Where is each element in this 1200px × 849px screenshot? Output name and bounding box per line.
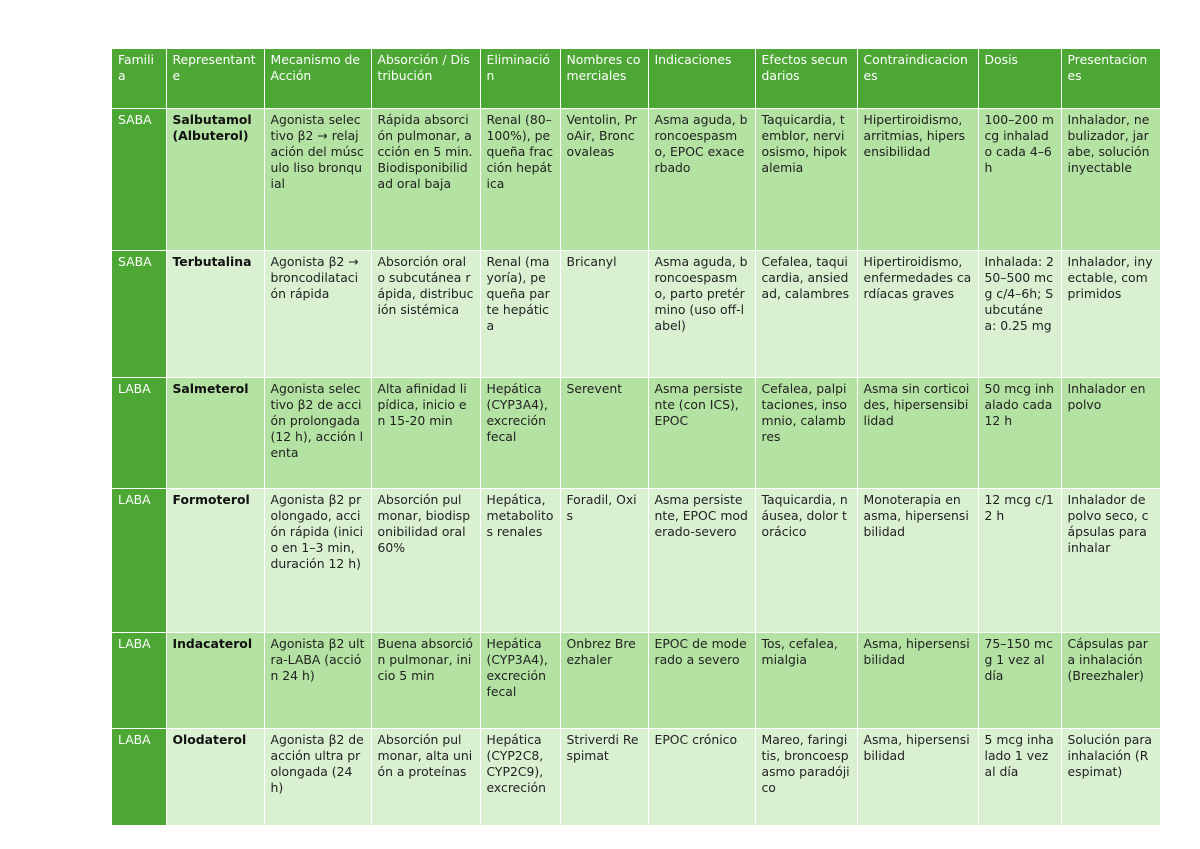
cell-eliminacion: Hepática (CYP3A4), excreción fecal <box>480 377 561 489</box>
cell-mecanismo: Agonista selectivo β2 → relajación del m… <box>264 108 372 251</box>
cell-absorcion: Alta afinidad lipídica, inicio en 15-20 … <box>371 377 481 489</box>
table-row: LABA Salmeterol Agonista selectivo β2 de… <box>112 377 1161 489</box>
cell-contraindicaciones: Asma sin corticoides, hipersensibilidad <box>857 377 979 489</box>
cell-mecanismo: Agonista β2 → broncodilatación rápida <box>264 250 372 378</box>
cell-efectos: Taquicardia, temblor, nerviosismo, hipok… <box>755 108 858 251</box>
cell-indicaciones: Asma persistente, EPOC moderado-severo <box>648 488 756 633</box>
cell-nombres: Onbrez Breezhaler <box>560 632 649 729</box>
header-familia: Familia <box>112 49 167 109</box>
cell-representante: Indacaterol <box>166 632 265 729</box>
beta2-agonists-table: Familia Representante Mecanismo de Acció… <box>112 49 1161 826</box>
cell-indicaciones: EPOC crónico <box>648 728 756 826</box>
cell-eliminacion: Hepática, metabolitos renales <box>480 488 561 633</box>
header-nombres: Nombres comerciales <box>560 49 649 109</box>
cell-familia: SABA <box>112 250 167 378</box>
cell-efectos: Taquicardia, náusea, dolor torácico <box>755 488 858 633</box>
cell-dosis: 75–150 mcg 1 vez al día <box>978 632 1062 729</box>
header-row: Familia Representante Mecanismo de Acció… <box>112 49 1161 109</box>
header-absorcion: Absorción / Distribución <box>371 49 481 109</box>
table-row: LABA Olodaterol Agonista β2 de acción ul… <box>112 728 1161 826</box>
cell-mecanismo: Agonista β2 prolongado, acción rápida (i… <box>264 488 372 633</box>
cell-familia: LABA <box>112 728 167 826</box>
cell-eliminacion: Hepática (CYP3A4), excreción fecal <box>480 632 561 729</box>
cell-nombres: Serevent <box>560 377 649 489</box>
cell-representante: Olodaterol <box>166 728 265 826</box>
table-row: LABA Indacaterol Agonista β2 ultra-LABA … <box>112 632 1161 729</box>
cell-dosis: 50 mcg inhalado cada 12 h <box>978 377 1062 489</box>
cell-mecanismo: Agonista β2 ultra-LABA (acción 24 h) <box>264 632 372 729</box>
table-row: LABA Formoterol Agonista β2 prolongado, … <box>112 488 1161 633</box>
cell-presentaciones: Inhalador, nebulizador, jarabe, solución… <box>1061 108 1161 251</box>
cell-contraindicaciones: Asma, hipersensibilidad <box>857 728 979 826</box>
cell-contraindicaciones: Hipertiroidismo, arritmias, hipersensibi… <box>857 108 979 251</box>
cell-absorcion: Buena absorción pulmonar, inicio 5 min <box>371 632 481 729</box>
cell-efectos: Cefalea, palpitaciones, insomnio, calamb… <box>755 377 858 489</box>
header-mecanismo: Mecanismo de Acción <box>264 49 372 109</box>
cell-contraindicaciones: Hipertiroidismo, enfermedades cardíacas … <box>857 250 979 378</box>
cell-presentaciones: Inhalador, inyectable, comprimidos <box>1061 250 1161 378</box>
table-row: SABA Salbutamol (Albuterol) Agonista sel… <box>112 108 1161 251</box>
header-presentaciones: Presentaciones <box>1061 49 1161 109</box>
cell-familia: LABA <box>112 377 167 489</box>
cell-mecanismo: Agonista β2 de acción ultra prolongada (… <box>264 728 372 826</box>
cell-representante: Terbutalina <box>166 250 265 378</box>
cell-familia: LABA <box>112 632 167 729</box>
cell-absorcion: Absorción pulmonar, alta unión a proteín… <box>371 728 481 826</box>
cell-eliminacion: Hepática (CYP2C8, CYP2C9), excreción <box>480 728 561 826</box>
cell-presentaciones: Solución para inhalación (Respimat) <box>1061 728 1161 826</box>
cell-eliminacion: Renal (80–100%), pequeña fracción hepáti… <box>480 108 561 251</box>
cell-eliminacion: Renal (mayoría), pequeña parte hepática <box>480 250 561 378</box>
cell-presentaciones: Cápsulas para inhalación (Breezhaler) <box>1061 632 1161 729</box>
cell-nombres: Striverdi Respimat <box>560 728 649 826</box>
cell-contraindicaciones: Asma, hipersensibilidad <box>857 632 979 729</box>
cell-efectos: Tos, cefalea, mialgia <box>755 632 858 729</box>
cell-familia: LABA <box>112 488 167 633</box>
cell-absorcion: Absorción pulmonar, biodisponibilidad or… <box>371 488 481 633</box>
cell-indicaciones: Asma aguda, broncoespasmo, parto pretérm… <box>648 250 756 378</box>
header-contraindicaciones: Contraindicaciones <box>857 49 979 109</box>
cell-nombres: Ventolin, ProAir, Broncovaleas <box>560 108 649 251</box>
cell-representante: Salmeterol <box>166 377 265 489</box>
cell-nombres: Bricanyl <box>560 250 649 378</box>
cell-nombres: Foradil, Oxis <box>560 488 649 633</box>
header-dosis: Dosis <box>978 49 1062 109</box>
header-indicaciones: Indicaciones <box>648 49 756 109</box>
cell-dosis: 5 mcg inhalado 1 vez al día <box>978 728 1062 826</box>
header-representante: Representante <box>166 49 265 109</box>
cell-absorcion: Absorción oral o subcutánea rápida, dist… <box>371 250 481 378</box>
cell-dosis: 12 mcg c/12 h <box>978 488 1062 633</box>
drug-table-container: Familia Representante Mecanismo de Acció… <box>112 49 1161 826</box>
cell-indicaciones: EPOC de moderado a severo <box>648 632 756 729</box>
header-eliminacion: Eliminación <box>480 49 561 109</box>
cell-representante: Formoterol <box>166 488 265 633</box>
cell-presentaciones: Inhalador en polvo <box>1061 377 1161 489</box>
cell-presentaciones: Inhalador de polvo seco, cápsulas para i… <box>1061 488 1161 633</box>
cell-efectos: Cefalea, taquicardia, ansiedad, calambre… <box>755 250 858 378</box>
table-row: SABA Terbutalina Agonista β2 → broncodil… <box>112 250 1161 378</box>
cell-indicaciones: Asma persistente (con ICS), EPOC <box>648 377 756 489</box>
cell-indicaciones: Asma aguda, broncoespasmo, EPOC exacerba… <box>648 108 756 251</box>
cell-dosis: 100–200 mcg inhalado cada 4–6 h <box>978 108 1062 251</box>
cell-familia: SABA <box>112 108 167 251</box>
cell-absorcion: Rápida absorción pulmonar, acción en 5 m… <box>371 108 481 251</box>
cell-mecanismo: Agonista selectivo β2 de acción prolonga… <box>264 377 372 489</box>
cell-representante: Salbutamol (Albuterol) <box>166 108 265 251</box>
cell-dosis: Inhalada: 250–500 mcg c/4–6h; Subcutánea… <box>978 250 1062 378</box>
cell-contraindicaciones: Monoterapia en asma, hipersensibilidad <box>857 488 979 633</box>
header-efectos: Efectos secundarios <box>755 49 858 109</box>
cell-efectos: Mareo, faringitis, broncoespasmo paradój… <box>755 728 858 826</box>
